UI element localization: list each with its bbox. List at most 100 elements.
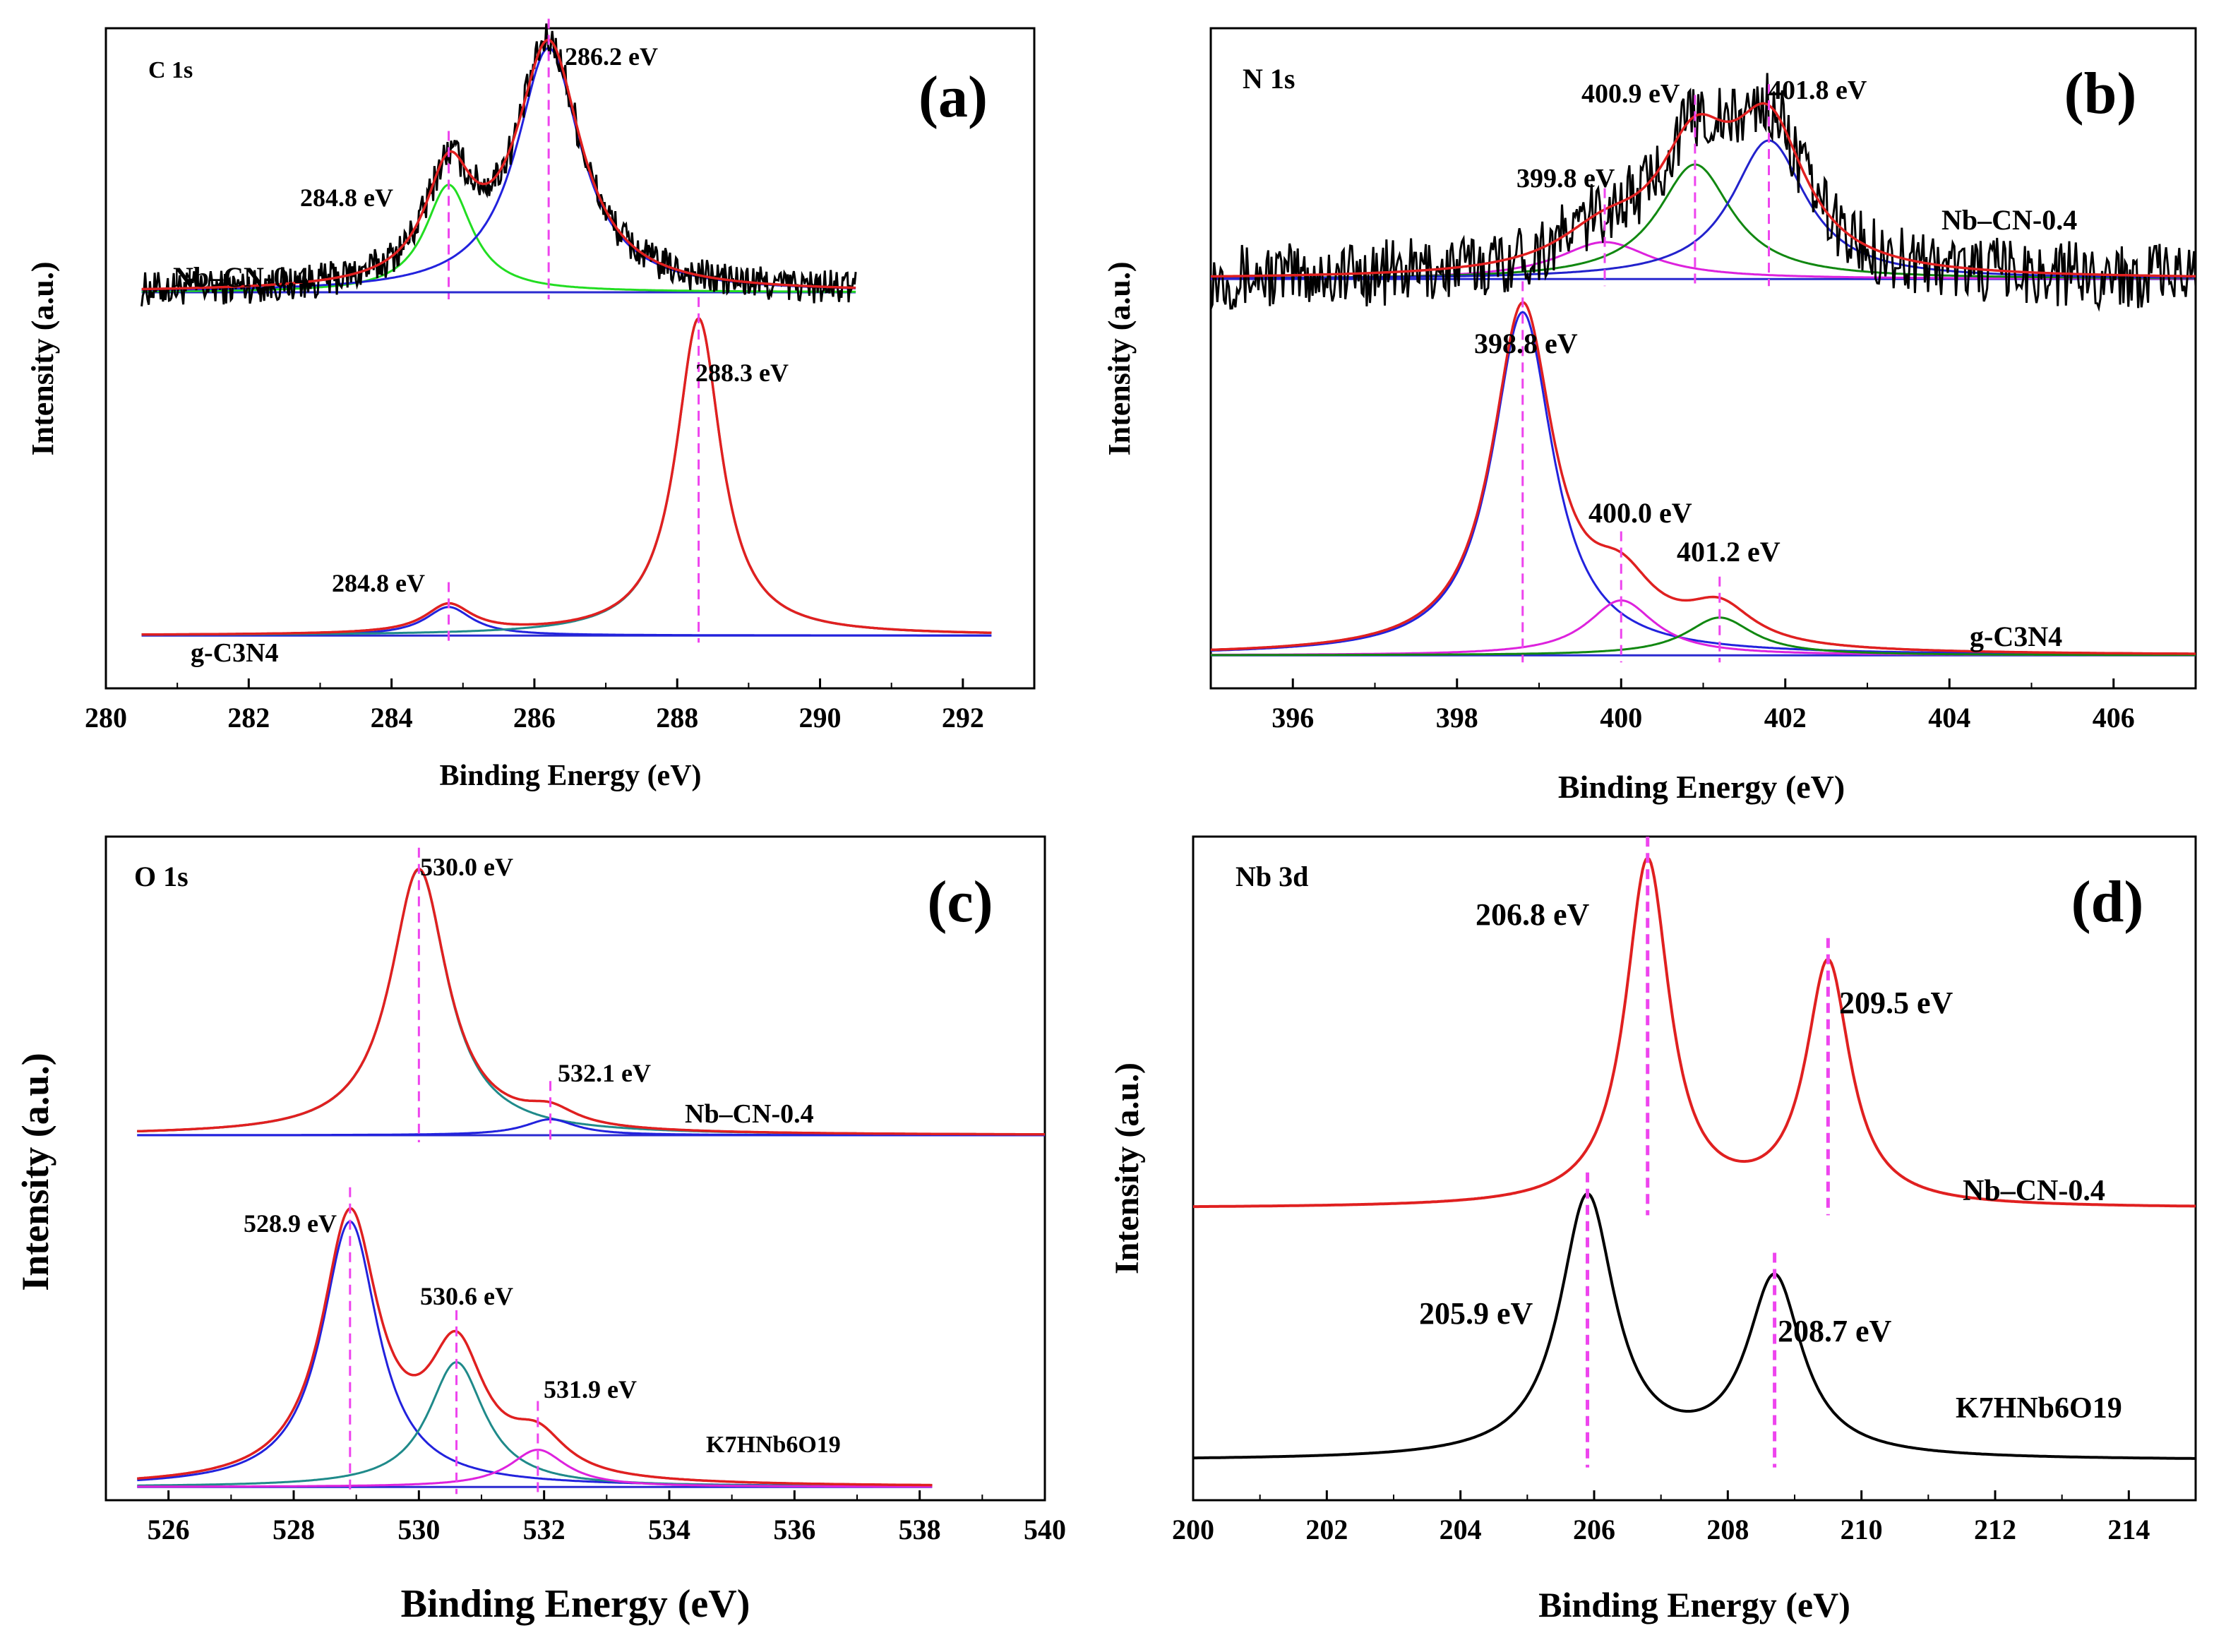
panel-b-peak-label: 399.8 eV — [1516, 164, 1615, 193]
panel-b-sample-label: Nb–CN-0.4 — [1941, 204, 2077, 236]
panel-b-peak-label: 401.2 eV — [1677, 536, 1781, 568]
panel-c-ylabel: Intensity (a.u.) — [14, 1053, 56, 1291]
panel-a-ylabel: Intensity (a.u.) — [25, 261, 60, 455]
x-tick-label: 288 — [656, 702, 698, 734]
experimental-line — [141, 317, 992, 636]
panel-c-plot — [137, 847, 1045, 1495]
panel-a-peak-label: 284.8 eV — [300, 184, 393, 212]
envelope-line — [141, 317, 992, 636]
panel-b-letter: (b) — [2064, 61, 2137, 126]
fit-component-line — [1211, 616, 2196, 657]
fit-component-line — [137, 1118, 1045, 1137]
panel-b-peak-label: 400.9 eV — [1581, 79, 1680, 109]
panel-a-sample-label: g-C3N4 — [191, 638, 279, 668]
panel-d-frame — [1192, 835, 2197, 1502]
x-tick-label: 284 — [371, 702, 413, 734]
panel-d-ylabel: Intensity (a.u.) — [1108, 1063, 1146, 1274]
panel-d-sample-label: K7HNb6O19 — [1956, 1392, 2122, 1425]
x-tick-label: 538 — [899, 1514, 941, 1545]
x-tick-label: 290 — [799, 702, 842, 734]
panel-c-ticks: 526 528 530 532 534 536 538 540 — [105, 1490, 1066, 1545]
x-tick-label: 540 — [1024, 1514, 1066, 1545]
experimental-line — [137, 868, 1045, 1136]
panel-b-sample-label: g-C3N4 — [1970, 621, 2062, 652]
panel-b: N 1s (b) Binding Energy (eV) Intensity (… — [1102, 27, 2197, 805]
panel-b-plot — [1209, 73, 2197, 663]
panel-a-letter: (a) — [918, 64, 988, 130]
panel-a-peak-label: 284.8 eV — [332, 569, 425, 597]
x-tick-label: 526 — [148, 1514, 190, 1545]
panel-b-xlabel: Binding Energy (eV) — [1558, 769, 1845, 805]
panel-d-xlabel: Binding Energy (eV) — [1538, 1585, 1850, 1624]
panel-d-element-label: Nb 3d — [1235, 861, 1308, 892]
panel-a-element-label: C 1s — [148, 57, 193, 83]
panel-a-peak-label: 288.3 eV — [695, 359, 789, 387]
x-tick-label: 200 — [1172, 1514, 1214, 1545]
panel-c-letter: (c) — [927, 869, 993, 935]
x-tick-label: 404 — [1928, 702, 1970, 734]
panel-d-letter: (d) — [2071, 869, 2144, 935]
x-tick-label: 204 — [1440, 1514, 1482, 1545]
spectrum-line — [1193, 1192, 2196, 1460]
panel-a-plot — [140, 18, 992, 643]
panel-b-ticks: 396 398 400 402 404 406 — [1210, 678, 2196, 734]
panel-d-peak-label: 206.8 eV — [1476, 897, 1590, 932]
panel-a: C 1s (a) Binding Energy (eV) Intensity (… — [25, 18, 1036, 792]
experimental-line — [1209, 73, 2197, 312]
panel-c-sample-label: Nb–CN-0.4 — [685, 1099, 814, 1129]
fit-component-line — [1211, 311, 2196, 656]
x-tick-label: 534 — [648, 1514, 690, 1545]
x-tick-label: 536 — [773, 1514, 815, 1545]
panel-a-sample-label: Nb–CN-0.4 — [173, 261, 309, 293]
x-tick-label: 402 — [1764, 702, 1807, 734]
panel-c-sample-label: K7HNb6O19 — [706, 1432, 841, 1458]
x-tick-label: 396 — [1271, 702, 1314, 734]
panel-d-sample-label: Nb–CN-0.4 — [1963, 1175, 2105, 1207]
panel-d-peak-label: 209.5 eV — [1839, 986, 1953, 1020]
panel-c-frame — [104, 835, 1046, 1502]
fit-component-line — [141, 317, 992, 636]
fit-component-line — [137, 1360, 933, 1488]
x-tick-label: 202 — [1305, 1514, 1348, 1545]
fit-component-line — [137, 1449, 933, 1488]
panel-c-peak-label: 532.1 eV — [558, 1059, 651, 1087]
envelope-line — [137, 1207, 933, 1487]
panel-a-ticks: 280 282 284 286 288 290 292 — [85, 678, 1035, 734]
panel-d-ticks: 200 202 204 206 208 210 212 214 — [1172, 1490, 2196, 1545]
x-tick-label: 398 — [1436, 702, 1478, 734]
panel-b-peak-label: 398.8 eV — [1474, 328, 1578, 359]
x-tick-label: 528 — [273, 1514, 315, 1545]
x-tick-label: 292 — [942, 702, 984, 734]
envelope-line — [141, 38, 856, 291]
x-tick-label: 406 — [2093, 702, 2135, 734]
spectrum-line — [1193, 856, 2196, 1209]
panel-c-peak-label: 531.9 eV — [544, 1375, 637, 1403]
panel-a-frame — [104, 27, 1036, 690]
panel-d-peak-label: 208.7 eV — [1778, 1314, 1892, 1348]
x-tick-label: 280 — [85, 702, 127, 734]
x-tick-label: 206 — [1573, 1514, 1615, 1545]
panel-c-element-label: O 1s — [134, 861, 189, 892]
panel-b-element-label: N 1s — [1243, 63, 1295, 95]
fit-component-line — [137, 868, 1045, 1136]
panel-b-peak-label: 400.0 eV — [1588, 497, 1692, 529]
envelope-line — [1210, 301, 2196, 655]
panel-d: Nb 3d (d) Binding Energy (eV) Intensity … — [1108, 835, 2197, 1624]
panel-a-xlabel: Binding Energy (eV) — [439, 760, 701, 792]
x-tick-label: 208 — [1706, 1514, 1749, 1545]
panel-b-ylabel: Intensity (a.u.) — [1102, 261, 1137, 455]
experimental-line — [140, 23, 857, 307]
experimental-line — [1210, 301, 2196, 655]
panel-d-plot — [1193, 837, 2196, 1468]
x-tick-label: 530 — [397, 1514, 440, 1545]
panel-c-peak-label: 530.0 eV — [420, 853, 513, 881]
x-tick-label: 212 — [1974, 1514, 2016, 1545]
panel-b-peak-label: 401.8 eV — [1769, 76, 1867, 105]
panel-c-peak-label: 528.9 eV — [244, 1209, 337, 1238]
x-tick-label: 210 — [1841, 1514, 1883, 1545]
panel-a-peak-label: 286.2 eV — [565, 42, 658, 71]
x-tick-label: 214 — [2107, 1514, 2150, 1545]
panel-d-peak-label: 205.9 eV — [1419, 1296, 1533, 1331]
x-tick-label: 286 — [513, 702, 556, 734]
